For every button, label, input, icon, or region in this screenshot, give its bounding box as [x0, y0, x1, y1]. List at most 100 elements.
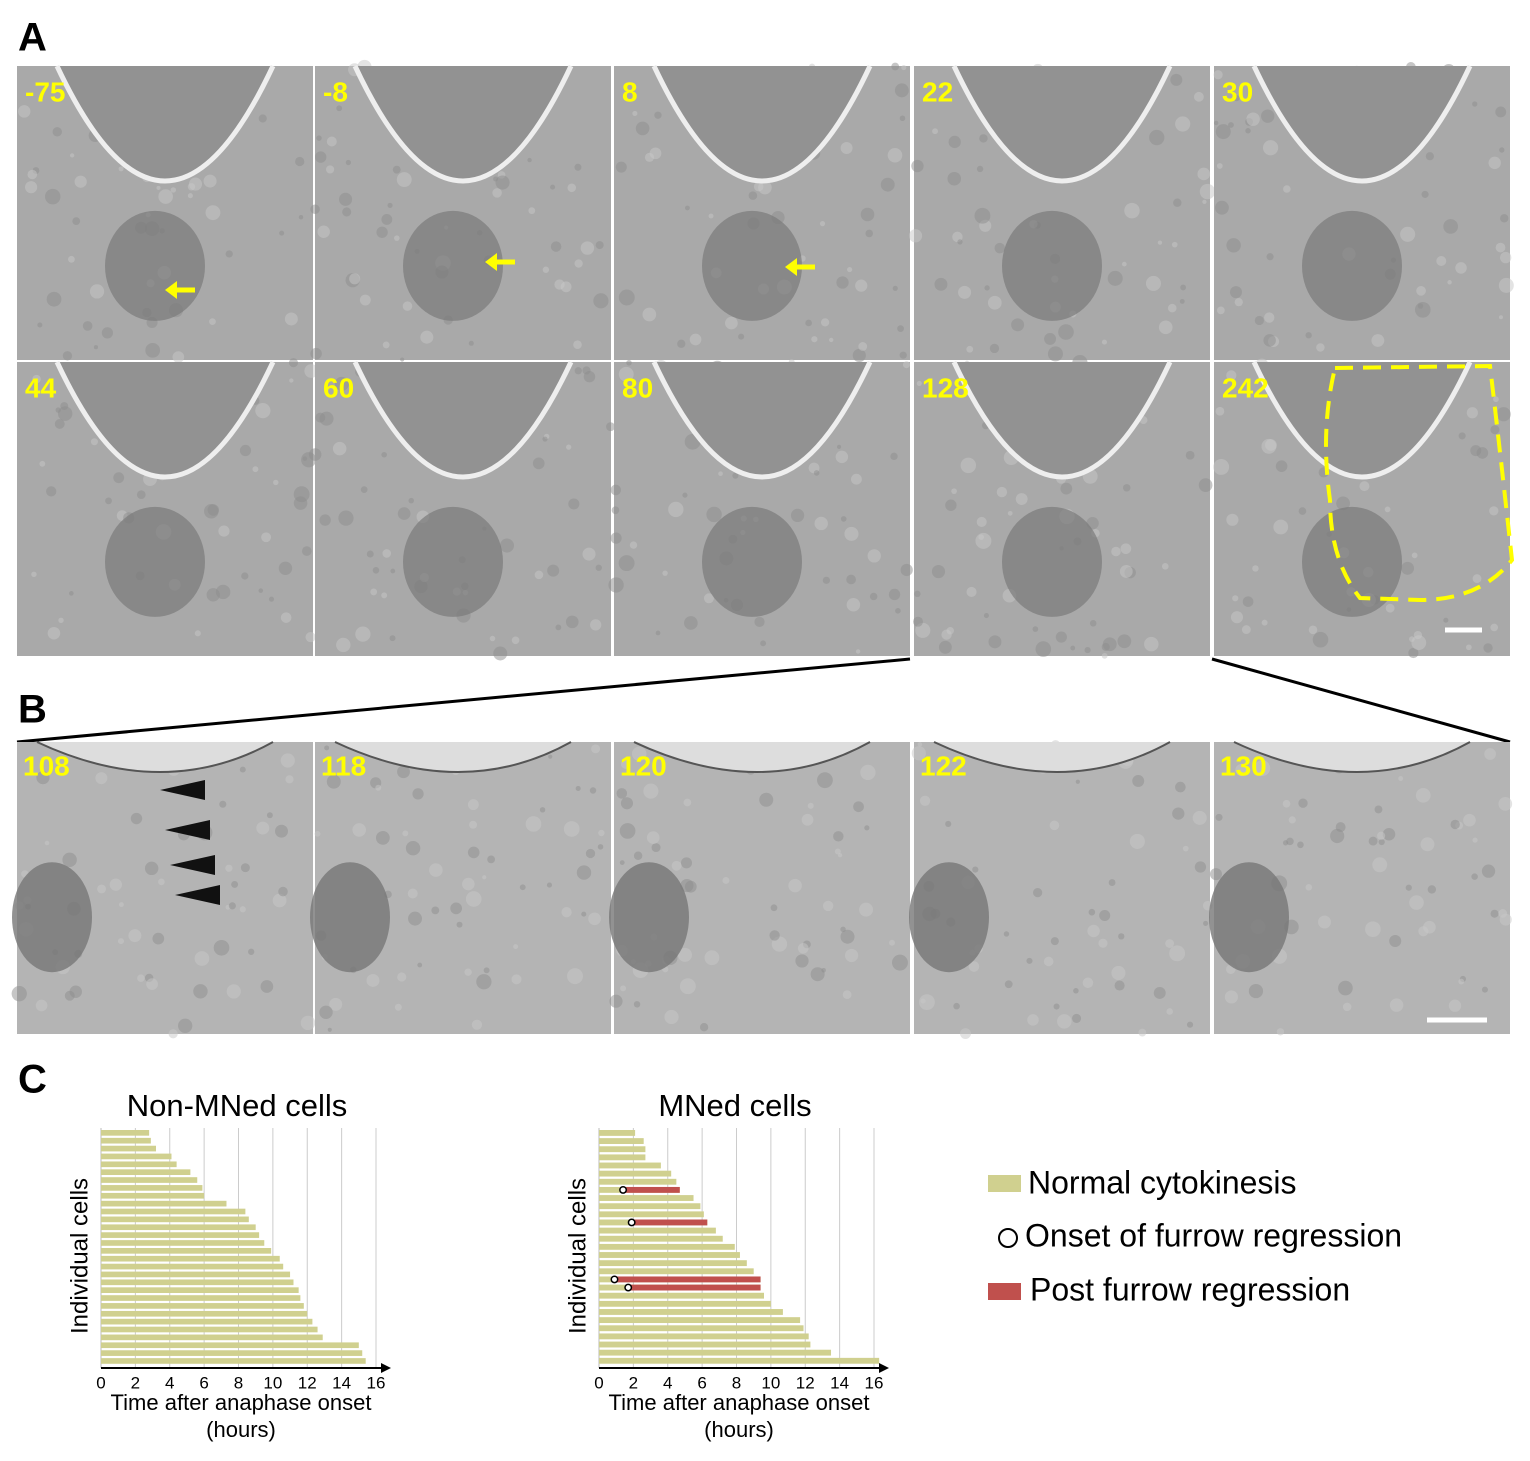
texture [394, 235, 400, 241]
texture [915, 622, 931, 638]
texture [1158, 320, 1173, 335]
texture [894, 83, 909, 98]
texture [97, 884, 107, 894]
texture [332, 441, 347, 456]
texture [684, 205, 690, 211]
texture [1124, 202, 1140, 219]
texture [1496, 407, 1511, 422]
regression-bar [614, 1276, 761, 1283]
texture [285, 775, 294, 784]
texture [1398, 776, 1404, 781]
bar [101, 1350, 363, 1356]
x-tick-label: 14 [830, 1373, 849, 1392]
texture [1202, 199, 1207, 204]
texture [855, 279, 868, 292]
x-axis-unit: (hours) [206, 1417, 276, 1442]
x-tick-label: 10 [263, 1373, 282, 1392]
texture [1032, 626, 1039, 632]
texture [375, 831, 390, 845]
texture [633, 851, 643, 860]
texture [336, 105, 343, 112]
cell-edge [54, 64, 276, 184]
texture [1405, 884, 1412, 891]
texture [836, 444, 842, 449]
texture [890, 452, 898, 461]
bar [599, 1268, 754, 1275]
texture [790, 508, 805, 523]
texture [1499, 147, 1505, 153]
texture [534, 570, 544, 580]
texture [619, 860, 625, 865]
texture [465, 891, 482, 907]
micrograph [17, 358, 319, 656]
texture [90, 438, 98, 446]
y-axis-label: Individual cells [564, 1178, 591, 1334]
texture [902, 361, 911, 369]
texture [1053, 1003, 1060, 1010]
texture [382, 549, 392, 558]
texture [574, 259, 583, 268]
texture [801, 813, 814, 826]
texture [295, 156, 305, 167]
texture [682, 492, 688, 498]
texture [706, 506, 722, 523]
texture [1389, 998, 1404, 1012]
texture [499, 538, 515, 553]
texture [289, 378, 294, 383]
texture [240, 863, 250, 873]
texture [618, 289, 635, 306]
texture [1171, 241, 1178, 248]
texture [1377, 831, 1386, 840]
texture [468, 340, 474, 346]
texture [1119, 565, 1133, 578]
texture [920, 998, 926, 1004]
nucleus [1302, 210, 1402, 321]
texture [1175, 116, 1191, 132]
texture [1417, 303, 1424, 309]
texture [326, 136, 337, 147]
texture [620, 985, 627, 992]
texture [381, 592, 388, 599]
texture [342, 207, 352, 217]
time-label: -8 [323, 76, 348, 107]
bar [101, 1334, 323, 1341]
texture [684, 616, 698, 630]
texture [300, 1015, 316, 1031]
texture [44, 840, 50, 846]
texture [708, 213, 714, 219]
texture [117, 938, 125, 945]
axis-arrow [879, 1363, 889, 1373]
texture [345, 159, 351, 166]
texture [260, 980, 274, 993]
texture [1122, 484, 1131, 492]
texture [615, 161, 627, 173]
texture [1144, 636, 1159, 652]
texture [46, 291, 62, 307]
texture [1027, 1014, 1039, 1026]
texture [1385, 603, 1395, 613]
texture [495, 175, 510, 190]
cell-edge [334, 741, 572, 773]
texture [642, 307, 657, 322]
time-label: 118 [321, 750, 366, 781]
texture [560, 281, 572, 293]
texture [546, 882, 553, 888]
x-tick-label: 6 [697, 1373, 706, 1392]
texture [308, 448, 322, 461]
texture [1007, 510, 1013, 516]
texture [1389, 935, 1402, 948]
texture [565, 615, 579, 629]
texture [69, 591, 74, 596]
texture [589, 787, 597, 794]
texture [390, 568, 396, 574]
time-label: 8 [622, 76, 638, 107]
texture [859, 902, 874, 917]
texture [677, 947, 693, 962]
texture [1070, 645, 1076, 651]
texture [914, 590, 921, 598]
texture [1382, 827, 1396, 841]
texture [1298, 798, 1308, 808]
texture [1215, 200, 1229, 215]
texture [945, 820, 952, 827]
micrograph [310, 741, 611, 1034]
